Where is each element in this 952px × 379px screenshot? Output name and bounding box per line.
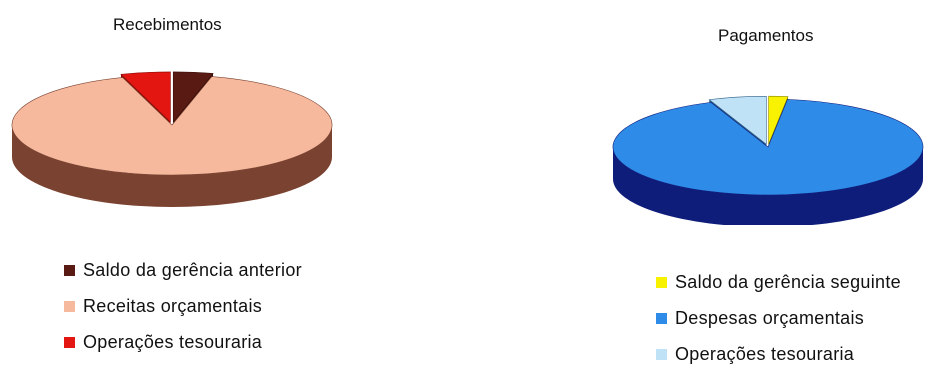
legend: Saldo da gerência seguinte Despesas orça… <box>656 271 901 379</box>
pie-slice <box>172 71 214 123</box>
legend-item: Operações tesouraria <box>656 343 901 365</box>
legend-label: Saldo da gerência seguinte <box>675 271 901 292</box>
legend-label: Operações tesouraria <box>83 331 263 352</box>
pie-pagamentos <box>612 95 924 225</box>
pie-recebimentos <box>11 71 333 207</box>
legend-swatch <box>64 336 75 348</box>
legend-swatch <box>64 264 75 276</box>
legend-item: Despesas orçamentais <box>656 307 901 329</box>
legend-label: Saldo da gerência anterior <box>83 259 302 280</box>
legend-item: Operações tesouraria <box>64 331 302 353</box>
pie-slice <box>11 76 333 176</box>
legend-label: Operações tesouraria <box>675 343 855 364</box>
legend-label: Despesas orçamentais <box>675 307 865 328</box>
legend-swatch <box>64 300 75 312</box>
pie-slice <box>120 71 171 123</box>
legend-item: Saldo da gerência seguinte <box>656 271 901 293</box>
pie-slice <box>708 95 767 145</box>
pie-slice <box>612 99 924 196</box>
legend-label: Receitas orçamentais <box>83 295 263 316</box>
legend: Saldo da gerência anterior Receitas orça… <box>64 259 302 367</box>
pie-slice-side <box>613 147 923 225</box>
legend-item: Saldo da gerência anterior <box>64 259 302 281</box>
legend-item: Receitas orçamentais <box>64 295 302 317</box>
chart-title: Pagamentos <box>718 26 814 45</box>
legend-swatch <box>656 348 667 360</box>
legend-swatch <box>656 276 667 288</box>
pie-slice-side <box>12 125 332 207</box>
legend-swatch <box>656 312 667 324</box>
pie-slice <box>768 95 789 145</box>
chart-title: Recebimentos <box>113 15 222 34</box>
